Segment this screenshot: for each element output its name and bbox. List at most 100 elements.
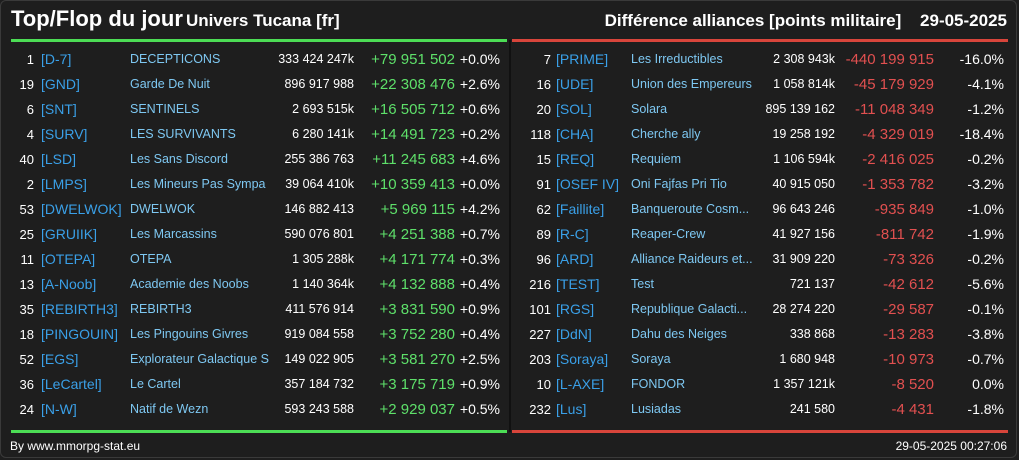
alliance-tag-link[interactable]: [GND] — [41, 76, 80, 92]
alliance-name-link[interactable]: Test — [631, 277, 654, 291]
points-cell: 31 909 220 — [772, 252, 835, 266]
points-cell: 2 693 515k — [292, 102, 354, 116]
points-cell: 919 084 558 — [284, 327, 354, 341]
alliance-tag-link[interactable]: [SNT] — [41, 101, 77, 117]
rank-cell: 13 — [19, 277, 34, 292]
alliance-tag-link[interactable]: [REQ] — [556, 151, 595, 167]
alliance-tag-link[interactable]: [DWELWOK] — [41, 201, 122, 217]
table-row: 25 [GRUIIK] Les Marcassins 590 076 801 +4 25… — [0, 222, 508, 247]
alliance-name-link[interactable]: Lusiadas — [631, 402, 682, 416]
alliance-tag-link[interactable]: [DdN] — [556, 326, 592, 342]
alliance-name-link[interactable]: OTEPA — [130, 252, 172, 266]
alliance-name-link[interactable]: Oni Fajfas Pri Tio — [631, 177, 727, 191]
percent-cell: +0.9% — [459, 301, 500, 317]
alliance-tag-link[interactable]: [A-Noob] — [41, 276, 97, 292]
alliance-name-link[interactable]: Les Mineurs Pas Sympa — [130, 177, 266, 191]
alliance-tag-link[interactable]: [LSD] — [41, 151, 77, 167]
alliance-tag-link[interactable]: [L-AXE] — [556, 376, 605, 392]
alliance-name-link[interactable]: Banqueroute Cosm... — [631, 202, 750, 216]
alliance-name-link[interactable]: REBIRTH3 — [130, 302, 192, 316]
alliance-name-link[interactable]: Garde De Nuit — [130, 77, 210, 91]
points-cell: 411 576 914 — [285, 302, 354, 316]
diff-cell: +79 951 502 — [371, 51, 455, 68]
alliance-name-link[interactable]: LES SURVIVANTS — [130, 127, 236, 141]
rank-cell: 35 — [19, 302, 34, 317]
percent-cell: +0.4% — [459, 326, 500, 342]
alliance-name-link[interactable]: DWELWOK — [130, 202, 196, 216]
alliance-tag-link[interactable]: [ARD] — [556, 251, 594, 267]
rank-cell: 7 — [543, 52, 551, 67]
alliance-tag-link[interactable]: [REBIRTH3] — [41, 301, 118, 317]
alliance-name-link[interactable]: Les Irreductibles — [631, 52, 723, 66]
alliance-tag-link[interactable]: [LMPS] — [41, 176, 87, 192]
alliance-tag-link[interactable]: [PINGOUIN] — [41, 326, 119, 342]
percent-cell: +0.2% — [459, 126, 500, 142]
percent-cell: -3.8% — [967, 326, 1004, 342]
alliance-tag-link[interactable]: [RGS] — [556, 301, 595, 317]
alliance-name-link[interactable]: Dahu des Neiges — [631, 327, 727, 341]
rank-cell: 1 — [26, 52, 34, 67]
alliance-tag-link[interactable]: [OSEF IV] — [556, 176, 620, 192]
diff-cell: -1 353 782 — [862, 176, 934, 193]
alliance-tag-link[interactable]: [CHA] — [556, 126, 594, 142]
percent-cell: -1.9% — [967, 226, 1004, 242]
diff-cell: +4 132 888 — [379, 276, 456, 293]
alliance-name-link[interactable]: Cherche ally — [631, 127, 701, 141]
alliance-name-link[interactable]: Alliance Raideurs et... — [631, 252, 753, 266]
diff-cell: -2 416 025 — [862, 151, 934, 168]
alliance-name-link[interactable]: Les Marcassins — [130, 227, 217, 241]
percent-cell: +2.6% — [459, 76, 500, 92]
diff-cell: -29 587 — [883, 301, 934, 318]
alliance-tag-link[interactable]: [UDE] — [556, 76, 594, 92]
percent-cell: -0.2% — [967, 151, 1004, 167]
alliance-tag-link[interactable]: [TEST] — [556, 276, 600, 292]
diff-cell: -11 048 349 — [855, 101, 934, 118]
alliance-name-link[interactable]: Le Cartel — [130, 377, 181, 391]
alliance-name-link[interactable]: Les Pingouins Givres — [130, 327, 249, 341]
rank-cell: 91 — [536, 177, 551, 192]
alliance-tag-link[interactable]: [Faillite] — [556, 201, 605, 217]
alliance-tag-link[interactable]: [Lus] — [556, 401, 587, 417]
points-cell: 241 580 — [789, 402, 835, 416]
alliance-name-link[interactable]: Natif de Wezn — [130, 402, 209, 416]
rank-cell: 118 — [530, 127, 551, 142]
points-cell: 1 680 948 — [779, 352, 835, 366]
alliance-name-link[interactable]: Requiem — [631, 152, 682, 166]
alliance-name-link[interactable]: Reaper-Crew — [631, 227, 706, 241]
table-row: 52 [EGS] Explorateur Galactique S 149 022 9… — [0, 347, 508, 372]
alliance-name-link[interactable]: Soraya — [631, 352, 671, 366]
alliance-name-link[interactable]: Academie des Noobs — [130, 277, 249, 291]
alliance-tag-link[interactable]: [R-C] — [556, 226, 589, 242]
rank-cell: 53 — [19, 202, 34, 217]
percent-cell: +0.4% — [459, 276, 500, 292]
alliance-name-link[interactable]: Republique Galacti... — [631, 302, 748, 316]
alliance-tag-link[interactable]: [GRUIIK] — [41, 226, 98, 242]
alliance-tag-link[interactable]: [LeCartel] — [41, 376, 102, 392]
percent-cell: -1.2% — [967, 101, 1004, 117]
alliance-tag-link[interactable]: [SOL] — [556, 101, 592, 117]
alliance-tag-link[interactable]: [Soraya] — [556, 351, 609, 367]
rank-cell: 10 — [536, 377, 551, 392]
alliance-tag-link[interactable]: [PRIME] — [556, 51, 609, 67]
alliance-tag-link[interactable]: [SURV] — [41, 126, 88, 142]
points-cell: 590 076 801 — [284, 227, 354, 241]
alliance-name-link[interactable]: SENTINELS — [130, 102, 200, 116]
alliance-name-link[interactable]: FONDOR — [631, 377, 686, 391]
table-row: 15 [REQ] Requiem 1 106 594k -2 416 025 -0.2% — [510, 147, 1018, 172]
alliance-name-link[interactable]: DECEPTICONS — [130, 52, 221, 66]
points-cell: 28 274 220 — [772, 302, 835, 316]
alliance-tag-link[interactable]: [N-W] — [41, 401, 77, 417]
alliance-tag-link[interactable]: [EGS] — [41, 351, 79, 367]
table-row: 216 [TEST] Test 721 137 -42 612 -5.6% — [510, 272, 1018, 297]
alliance-tag-link[interactable]: [OTEPA] — [41, 251, 96, 267]
alliance-name-link[interactable]: Les Sans Discord — [130, 152, 228, 166]
rank-cell: 24 — [19, 402, 34, 417]
alliance-name-link[interactable]: Explorateur Galactique S — [130, 352, 269, 366]
alliance-tag-link[interactable]: [D-7] — [41, 51, 72, 67]
diff-cell: +10 359 413 — [371, 176, 455, 193]
points-cell: 255 386 763 — [284, 152, 354, 166]
alliance-name-link[interactable]: Union des Empereurs — [631, 77, 752, 91]
percent-cell: +0.0% — [459, 51, 500, 67]
alliance-name-link[interactable]: Solara — [631, 102, 668, 116]
rank-cell: 96 — [536, 252, 551, 267]
